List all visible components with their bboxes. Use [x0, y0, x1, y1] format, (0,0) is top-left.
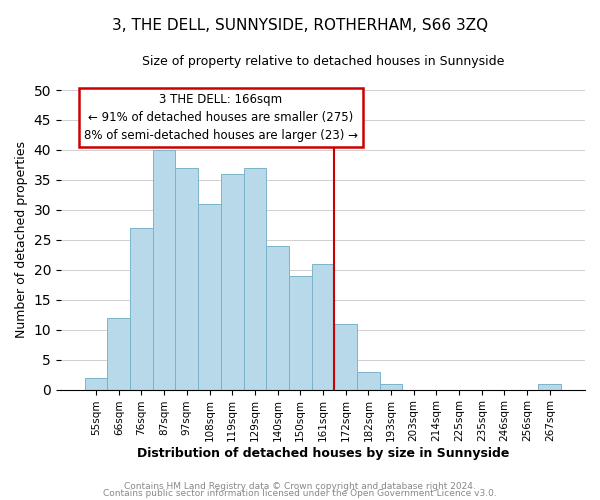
- Y-axis label: Number of detached properties: Number of detached properties: [15, 142, 28, 338]
- Title: Size of property relative to detached houses in Sunnyside: Size of property relative to detached ho…: [142, 55, 504, 68]
- Bar: [538, 384, 561, 390]
- Text: 3, THE DELL, SUNNYSIDE, ROTHERHAM, S66 3ZQ: 3, THE DELL, SUNNYSIDE, ROTHERHAM, S66 3…: [112, 18, 488, 32]
- Bar: [311, 264, 334, 390]
- Bar: [130, 228, 153, 390]
- Text: Contains public sector information licensed under the Open Government Licence v3: Contains public sector information licen…: [103, 489, 497, 498]
- Bar: [380, 384, 403, 390]
- Bar: [289, 276, 311, 390]
- Text: Contains HM Land Registry data © Crown copyright and database right 2024.: Contains HM Land Registry data © Crown c…: [124, 482, 476, 491]
- Bar: [221, 174, 244, 390]
- Bar: [266, 246, 289, 390]
- Bar: [107, 318, 130, 390]
- Bar: [334, 324, 357, 390]
- Text: 3 THE DELL: 166sqm
← 91% of detached houses are smaller (275)
8% of semi-detache: 3 THE DELL: 166sqm ← 91% of detached hou…: [84, 93, 358, 142]
- Bar: [198, 204, 221, 390]
- Bar: [153, 150, 175, 390]
- Bar: [244, 168, 266, 390]
- X-axis label: Distribution of detached houses by size in Sunnyside: Distribution of detached houses by size …: [137, 447, 509, 460]
- Bar: [175, 168, 198, 390]
- Bar: [357, 372, 380, 390]
- Bar: [85, 378, 107, 390]
